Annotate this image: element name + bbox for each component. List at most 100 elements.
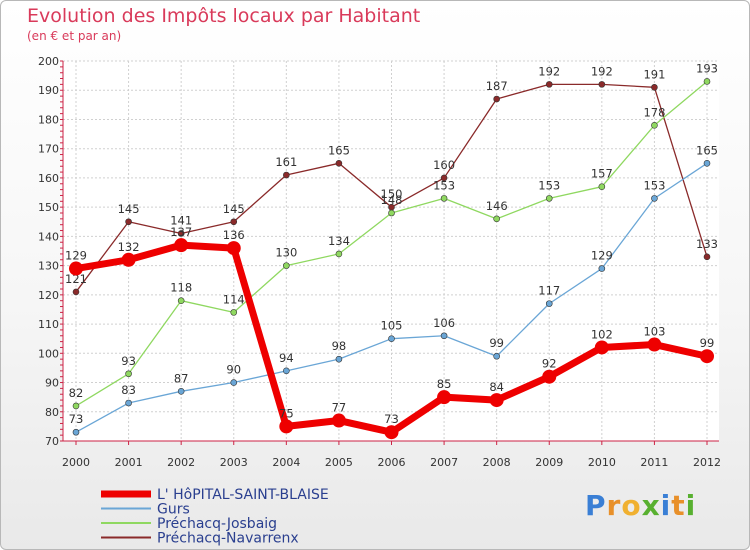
data-point-2-12 <box>703 160 711 167</box>
proxiti-logo: Proxiti <box>585 489 696 522</box>
data-point-2-0 <box>72 428 80 436</box>
chart-subtitle: (en € et par an) <box>27 29 122 43</box>
data-label-0-5: 165 <box>328 143 350 157</box>
data-point-2-11 <box>651 195 658 202</box>
data-label-2-9: 117 <box>538 284 560 298</box>
data-label-2-7: 106 <box>433 316 455 330</box>
logo-letter: o <box>621 489 642 522</box>
data-point-1-2 <box>177 297 185 304</box>
y-tick-label-130: 130 <box>38 260 59 273</box>
data-label-0-9: 192 <box>538 64 560 78</box>
x-tick-label-2012: 2012 <box>693 456 721 469</box>
data-label-0-0: 121 <box>65 272 87 286</box>
data-label-3-3: 136 <box>223 228 245 242</box>
y-tick-label-120: 120 <box>38 289 59 302</box>
x-tick-label-2006: 2006 <box>378 456 406 469</box>
x-tick-label-2005: 2005 <box>325 456 353 469</box>
x-tick-label-2007: 2007 <box>430 456 458 469</box>
data-label-3-7: 85 <box>437 377 452 391</box>
data-point-1-12 <box>703 78 711 85</box>
data-point-0-3 <box>230 218 238 226</box>
data-point-0-4 <box>283 171 290 179</box>
legend-label-3: Préchacq-Navarrenx <box>157 531 299 547</box>
y-tick-label-160: 160 <box>38 172 59 185</box>
data-label-2-6: 105 <box>381 319 403 333</box>
data-point-0-2 <box>177 230 185 237</box>
x-tick-label-2008: 2008 <box>483 456 511 469</box>
data-point-3-9 <box>542 369 557 384</box>
data-point-1-5 <box>335 250 343 258</box>
legend-label-2: Préchacq-Josbaig <box>157 516 277 532</box>
data-point-3-2 <box>174 238 189 253</box>
logo-letter: i <box>685 489 697 522</box>
data-point-1-1 <box>125 370 132 378</box>
data-label-2-2: 87 <box>174 371 189 385</box>
data-label-3-6: 73 <box>384 412 399 426</box>
data-point-2-6 <box>388 335 395 342</box>
x-tick-label-2009: 2009 <box>535 456 563 469</box>
data-label-1-0: 82 <box>69 386 84 400</box>
y-tick-label-110: 110 <box>38 318 59 331</box>
data-point-0-11 <box>651 84 658 91</box>
data-label-1-3: 114 <box>223 292 245 306</box>
data-label-0-11: 191 <box>643 67 665 81</box>
data-label-2-0: 73 <box>69 412 84 426</box>
data-point-2-7 <box>440 332 448 340</box>
data-point-1-7 <box>440 195 448 202</box>
data-label-2-4: 94 <box>279 351 294 365</box>
logo-letter: t <box>671 489 686 522</box>
data-point-3-11 <box>647 337 662 352</box>
data-label-0-4: 161 <box>275 155 297 169</box>
data-point-1-9 <box>545 195 553 202</box>
logo-letter: P <box>585 489 607 522</box>
data-point-3-4 <box>279 419 294 434</box>
data-label-3-11: 103 <box>643 325 665 339</box>
data-point-3-8 <box>489 393 504 408</box>
logo-letter: x <box>641 489 661 522</box>
data-point-0-10 <box>598 81 606 88</box>
data-point-3-6 <box>384 425 399 440</box>
data-point-3-12 <box>700 349 714 364</box>
data-point-2-10 <box>598 265 606 272</box>
data-point-0-0 <box>72 288 80 296</box>
y-tick-label-70: 70 <box>45 435 59 448</box>
data-label-0-6: 150 <box>381 187 403 201</box>
data-label-1-6: 148 <box>381 193 403 207</box>
data-label-3-5: 77 <box>332 401 347 415</box>
data-point-0-1 <box>125 218 132 226</box>
data-label-0-7: 160 <box>433 158 455 172</box>
data-point-3-7 <box>437 390 452 405</box>
data-point-2-1 <box>125 399 132 407</box>
data-label-0-2: 141 <box>170 213 192 227</box>
chart-title: Evolution des Impôts locaux par Habitant <box>27 5 421 27</box>
data-label-2-8: 99 <box>489 336 504 350</box>
data-label-3-4: 75 <box>279 406 294 420</box>
data-point-0-8 <box>493 95 500 103</box>
data-label-1-7: 153 <box>433 178 455 192</box>
x-tick-label-2003: 2003 <box>220 456 248 469</box>
data-point-2-9 <box>545 300 553 307</box>
x-tick-label-2011: 2011 <box>640 456 668 469</box>
data-point-2-5 <box>335 355 343 363</box>
data-label-2-3: 90 <box>226 363 241 377</box>
logo-letter: i <box>660 489 672 522</box>
data-label-1-4: 130 <box>275 246 297 260</box>
x-tick-label-2001: 2001 <box>115 456 143 469</box>
data-label-1-11: 178 <box>643 105 665 119</box>
data-point-2-4 <box>283 367 290 375</box>
legend-label-1: Gurs <box>157 502 190 518</box>
y-tick-label-170: 170 <box>38 143 59 156</box>
data-point-3-3 <box>226 241 241 256</box>
data-label-3-10: 102 <box>591 327 613 341</box>
data-point-0-9 <box>545 81 553 88</box>
data-point-0-12 <box>703 253 711 261</box>
data-label-1-1: 93 <box>121 354 136 368</box>
data-point-0-7 <box>440 174 448 182</box>
data-label-0-3: 145 <box>223 202 245 216</box>
data-point-3-1 <box>121 252 136 267</box>
data-point-3-5 <box>331 413 346 428</box>
data-point-1-0 <box>72 402 80 410</box>
data-label-3-8: 84 <box>489 380 504 394</box>
